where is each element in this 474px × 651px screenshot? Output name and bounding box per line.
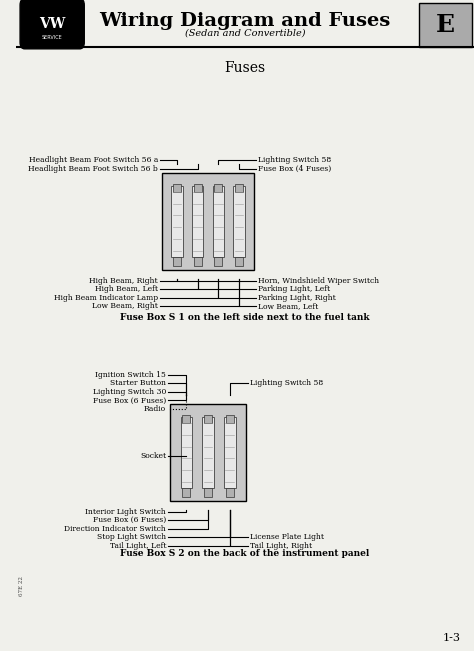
Text: Radio: Radio (144, 405, 166, 413)
Bar (173, 184, 181, 192)
Text: Fuse Box S 1 on the left side next to the fuel tank: Fuse Box S 1 on the left side next to th… (120, 313, 370, 322)
Text: SERVICE: SERVICE (42, 35, 63, 40)
Bar (194, 184, 201, 192)
Text: Headlight Beam Foot Switch 56 b: Headlight Beam Foot Switch 56 b (28, 165, 158, 173)
Bar (213, 186, 224, 257)
Bar (419, 3, 472, 47)
Text: Stop Light Switch: Stop Light Switch (97, 533, 166, 541)
Text: Interior Light Switch: Interior Light Switch (85, 508, 166, 516)
Text: Horn, Windshield Wiper Switch: Horn, Windshield Wiper Switch (258, 277, 379, 284)
Bar (172, 186, 183, 257)
Text: Tail Light, Left: Tail Light, Left (109, 542, 166, 549)
Text: Parking Light, Right: Parking Light, Right (258, 294, 336, 301)
Text: Fuse Box (6 Fuses): Fuse Box (6 Fuses) (93, 396, 166, 404)
Text: 1-3: 1-3 (442, 633, 460, 643)
Text: Lighting Switch 30: Lighting Switch 30 (93, 388, 166, 396)
Bar (202, 417, 214, 488)
Text: Tail Light, Right: Tail Light, Right (250, 542, 312, 549)
Text: High Beam Indicator Lamp: High Beam Indicator Lamp (54, 294, 158, 301)
Text: Direction Indicator Switch: Direction Indicator Switch (64, 525, 166, 533)
Bar (215, 257, 222, 266)
Text: VW: VW (39, 17, 65, 31)
Text: Wiring Diagram and Fuses: Wiring Diagram and Fuses (99, 12, 391, 31)
Bar (235, 184, 243, 192)
Text: Fuse Box (6 Fuses): Fuse Box (6 Fuses) (93, 516, 166, 524)
Text: Fuse Box (4 Fuses): Fuse Box (4 Fuses) (258, 165, 331, 173)
Bar (235, 257, 243, 266)
Bar (226, 415, 234, 423)
Bar (224, 417, 236, 488)
Bar (182, 488, 190, 497)
Bar (215, 184, 222, 192)
Text: Low Beam, Right: Low Beam, Right (92, 302, 158, 310)
Text: Starter Button: Starter Button (110, 380, 166, 387)
Bar (173, 257, 181, 266)
Bar (204, 488, 212, 497)
Bar (162, 173, 254, 270)
Text: Fuses: Fuses (224, 61, 265, 76)
Text: 67E 22: 67E 22 (19, 576, 24, 596)
Text: Parking Light, Left: Parking Light, Left (258, 285, 330, 293)
Bar (181, 417, 192, 488)
Bar (182, 415, 190, 423)
FancyBboxPatch shape (20, 0, 84, 49)
Text: (Sedan and Convertible): (Sedan and Convertible) (184, 28, 305, 37)
Bar (170, 404, 246, 501)
Bar (192, 186, 203, 257)
Text: E: E (436, 13, 455, 36)
Bar (194, 257, 201, 266)
Text: Lighting Switch 58: Lighting Switch 58 (258, 156, 331, 164)
Text: Lighting Switch 58: Lighting Switch 58 (250, 379, 323, 387)
Bar (226, 488, 234, 497)
Text: Socket: Socket (140, 452, 166, 460)
Text: Low Beam, Left: Low Beam, Left (258, 302, 319, 310)
Text: Headlight Beam Foot Switch 56 a: Headlight Beam Foot Switch 56 a (29, 156, 158, 164)
Bar (233, 186, 245, 257)
Text: License Plate Light: License Plate Light (250, 533, 324, 541)
Text: Fuse Box S 2 on the back of the instrument panel: Fuse Box S 2 on the back of the instrume… (120, 549, 369, 558)
Text: Ignition Switch 15: Ignition Switch 15 (95, 371, 166, 379)
Text: High Beam, Left: High Beam, Left (95, 285, 158, 293)
Text: High Beam, Right: High Beam, Right (90, 277, 158, 284)
Bar (204, 415, 212, 423)
